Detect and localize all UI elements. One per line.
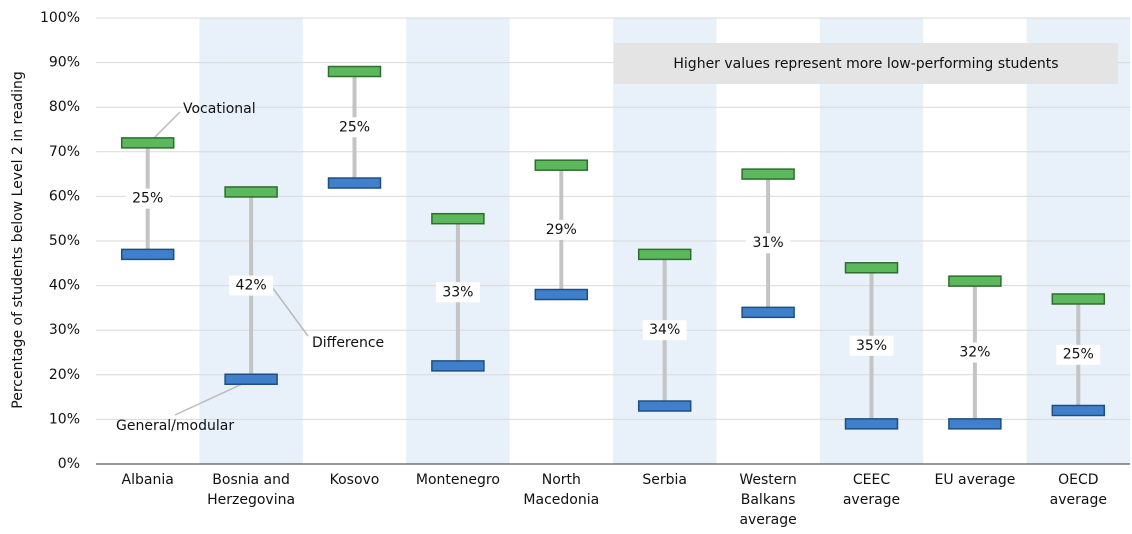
note-box xyxy=(614,43,1118,84)
x-tick-label: Albania xyxy=(122,472,174,488)
y-tick-label: 0% xyxy=(58,456,80,472)
difference-label-bg xyxy=(952,342,997,363)
difference-label: 25% xyxy=(1063,347,1094,363)
callout-general: General/modular xyxy=(116,418,234,434)
x-tick-label: average xyxy=(739,512,796,528)
difference-label: 34% xyxy=(649,322,680,338)
range-bar xyxy=(1051,293,1106,305)
y-axis-label: Percentage of students below Level 2 in … xyxy=(10,71,26,408)
x-tick-label: Herzegovina xyxy=(207,492,295,508)
marks: 25% 42% 25% 33% 29% 34% 31% 35% 32% 25% xyxy=(120,65,1106,430)
grid xyxy=(96,17,1130,465)
y-tick-label: 100% xyxy=(40,10,80,26)
difference-label-bg xyxy=(746,233,791,254)
range-bar xyxy=(431,360,485,372)
range-bar xyxy=(120,137,175,149)
y-tick-label: 90% xyxy=(49,55,80,71)
difference-label: 25% xyxy=(132,191,163,207)
difference-label: 33% xyxy=(442,284,473,300)
x-tick-label: Bosnia and xyxy=(212,472,290,488)
range-bar xyxy=(120,248,175,261)
callout-vocational: Vocational xyxy=(183,101,256,117)
x-tick-label: CEEC xyxy=(853,472,890,488)
x-tick-label: OECD xyxy=(1058,472,1098,488)
range-bar xyxy=(741,168,795,180)
range-bar xyxy=(224,373,278,386)
difference-label-bg xyxy=(435,282,480,303)
callout-difference: Difference xyxy=(312,335,384,351)
y-tick-label: 10% xyxy=(49,411,80,427)
y-tick-label: 60% xyxy=(49,188,80,204)
x-tick-label: EU average xyxy=(934,472,1015,488)
difference-label-bg xyxy=(1056,344,1101,365)
difference-label-bg xyxy=(229,275,274,296)
y-tick-label: 70% xyxy=(49,144,80,160)
callout-line xyxy=(151,111,181,141)
x-tick-label: Montenegro xyxy=(416,472,500,488)
range-bar xyxy=(327,65,382,78)
difference-label: 42% xyxy=(236,278,267,294)
range-bar xyxy=(431,212,485,225)
range-bar xyxy=(534,288,589,301)
x-tick-label: North xyxy=(542,472,581,488)
difference-label: 31% xyxy=(753,235,784,251)
difference-label-bg xyxy=(125,188,170,209)
difference-label-bg xyxy=(849,335,894,356)
range-bar xyxy=(844,262,899,274)
note: Higher values represent more low-perform… xyxy=(673,56,1058,72)
difference-label-bg xyxy=(642,320,687,341)
range-bar xyxy=(844,418,899,430)
difference-label: 32% xyxy=(959,345,990,361)
x-tick-label: average xyxy=(1050,492,1107,508)
range-bar xyxy=(224,186,278,198)
x-tick-label: Serbia xyxy=(642,472,687,488)
difference-label: 29% xyxy=(546,222,577,238)
x-tick-label: Macedonia xyxy=(523,492,599,508)
x-tick-label: average xyxy=(843,492,900,508)
callout-line xyxy=(271,286,309,337)
range-bar xyxy=(948,275,1002,287)
y-tick-label: 40% xyxy=(49,278,80,294)
y-tick-label: 30% xyxy=(49,322,80,338)
y-tick-label: 80% xyxy=(49,99,80,115)
difference-label-bg xyxy=(539,219,584,240)
range-bar xyxy=(637,248,692,261)
x-tick-label: Kosovo xyxy=(330,472,380,488)
range-bar xyxy=(1051,404,1106,417)
x-tick-label: Balkans xyxy=(741,492,796,508)
difference-label-bg xyxy=(332,117,377,138)
y-tick-label: 20% xyxy=(49,367,80,383)
range-bar xyxy=(741,306,795,319)
y-tick-label: 50% xyxy=(49,233,80,249)
range-bar xyxy=(948,418,1002,430)
x-tick-label: Western xyxy=(739,472,796,488)
difference-label: 35% xyxy=(856,338,887,354)
range-bar xyxy=(534,159,589,171)
range-bar xyxy=(637,400,692,412)
range-bar xyxy=(327,177,382,189)
difference-label: 25% xyxy=(339,119,370,135)
